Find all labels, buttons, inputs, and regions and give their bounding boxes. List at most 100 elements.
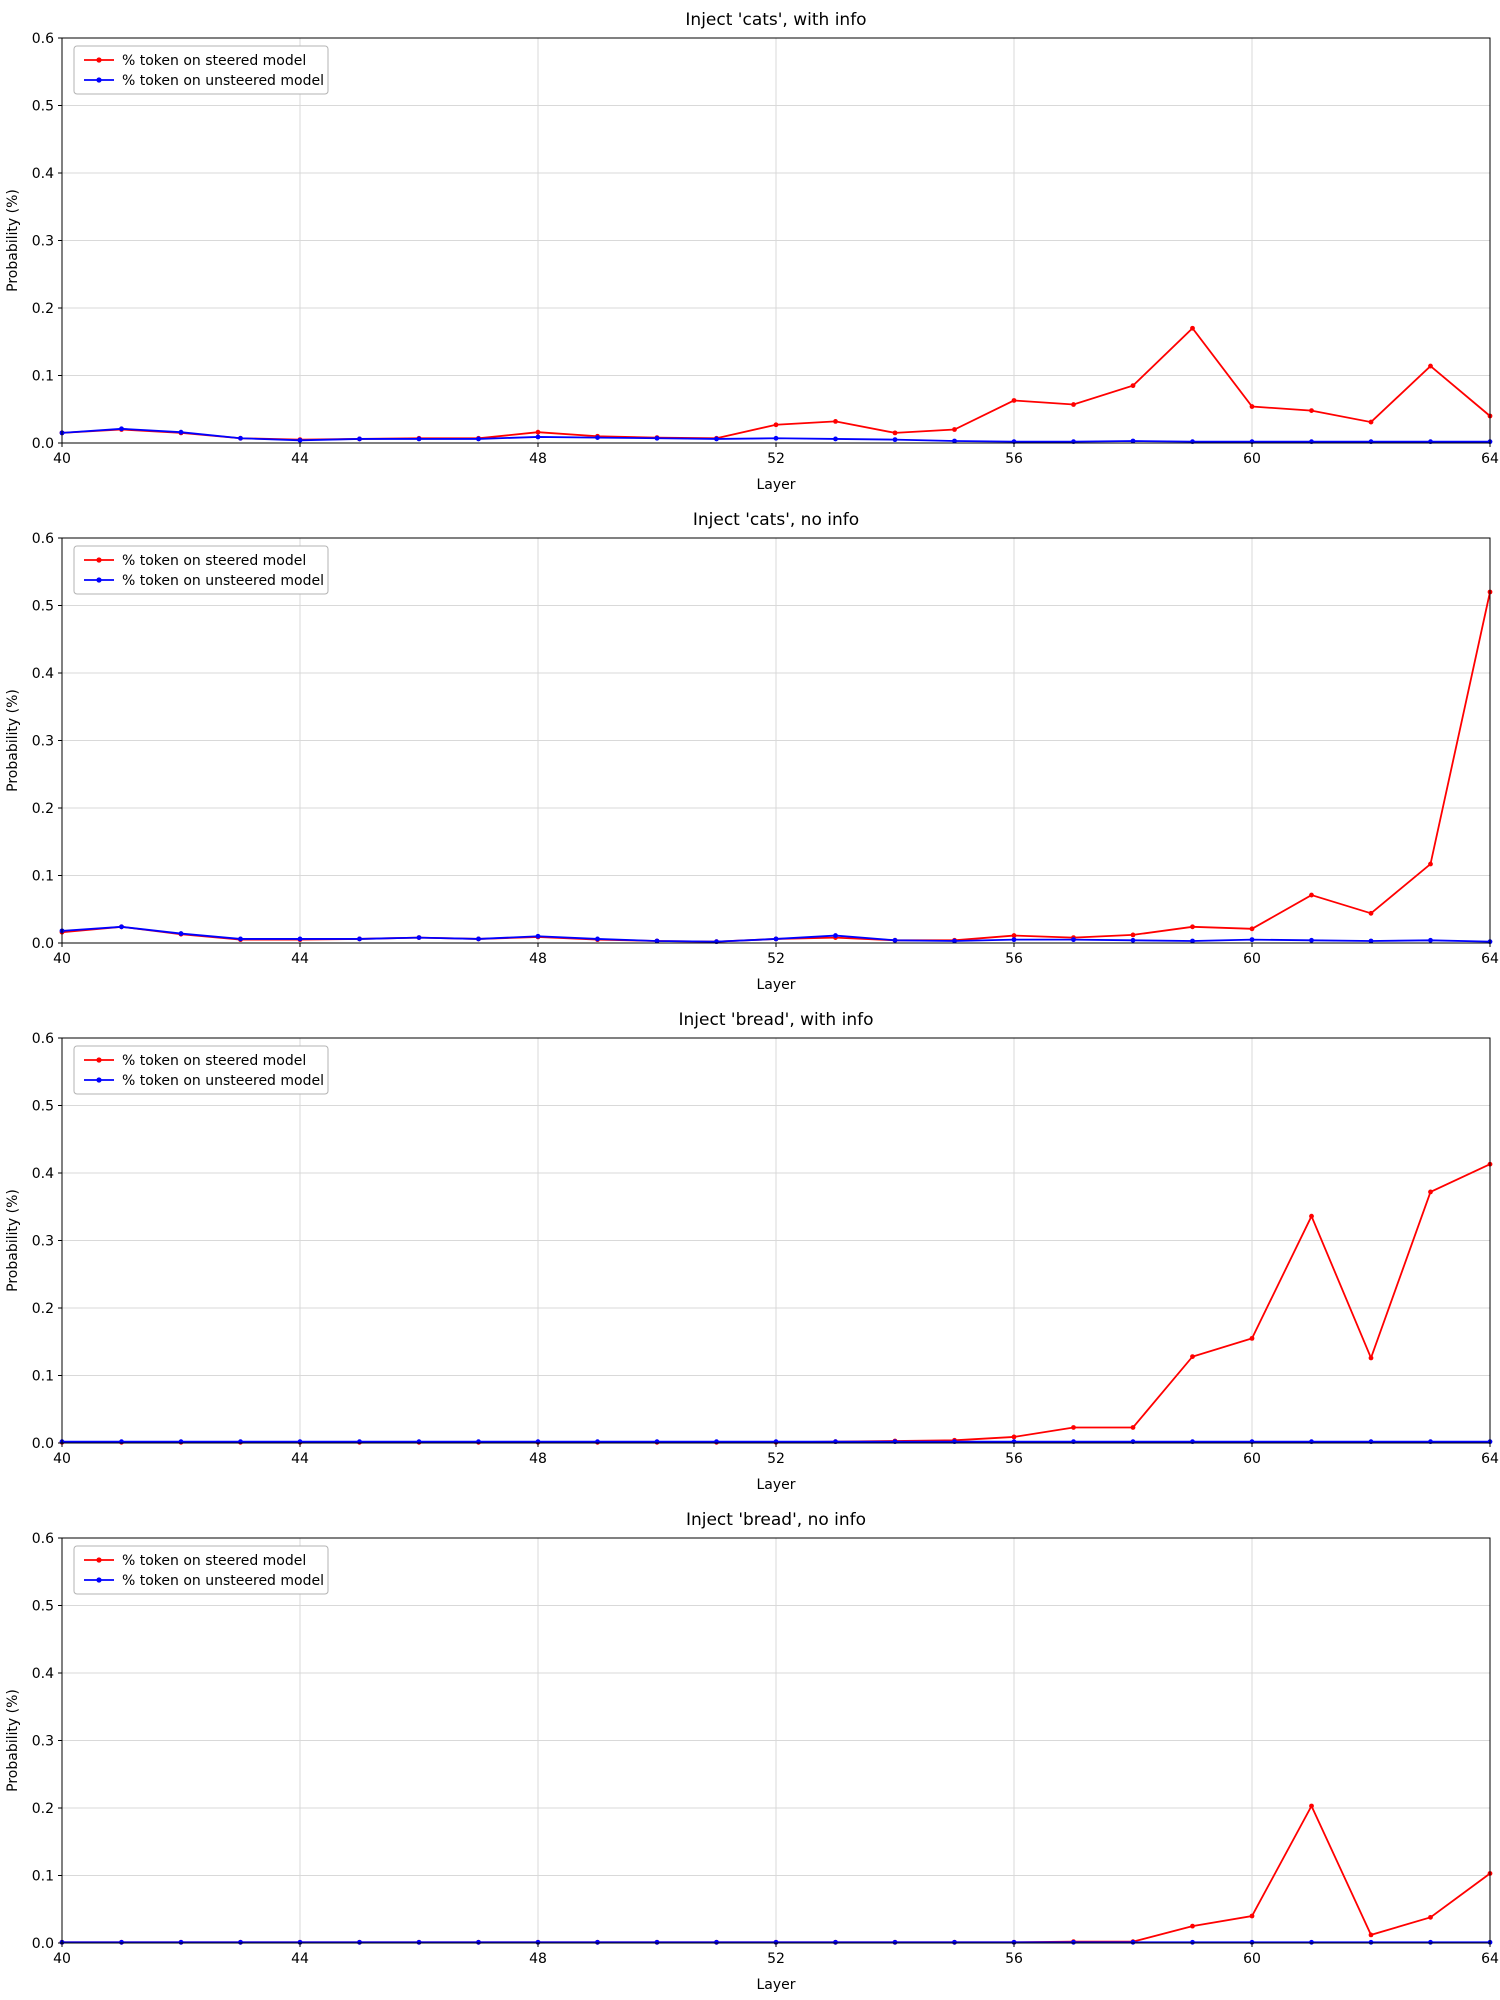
data-point — [416, 1939, 422, 1945]
data-point — [952, 438, 957, 444]
legend-marker — [96, 577, 102, 583]
x-tick-label: 52 — [767, 1451, 785, 1467]
data-point — [773, 435, 779, 441]
legend-label: % token on steered model — [122, 553, 306, 569]
data-point — [535, 434, 541, 440]
data-point — [1011, 1939, 1017, 1945]
data-point — [595, 936, 600, 942]
x-tick-label: 52 — [767, 951, 785, 967]
legend-label: % token on steered model — [122, 1053, 306, 1069]
y-tick-label: 0.6 — [32, 531, 54, 547]
data-point — [595, 1939, 600, 1945]
data-point — [416, 935, 422, 940]
chart-title: Inject 'bread', no info — [686, 1510, 866, 1530]
data-point — [1249, 1913, 1255, 1919]
data-point — [1190, 1939, 1195, 1945]
y-tick-label: 0.5 — [32, 1599, 54, 1615]
legend-marker — [96, 1557, 102, 1563]
data-point — [119, 426, 124, 432]
x-tick-label: 52 — [767, 451, 785, 467]
data-point — [297, 1939, 303, 1945]
data-point — [297, 437, 303, 443]
y-axis-label: Probability (%) — [5, 1689, 21, 1792]
data-point — [1071, 402, 1076, 407]
legend-box — [73, 545, 329, 595]
data-point — [833, 419, 838, 424]
data-point — [1190, 924, 1195, 930]
legend-marker — [96, 1577, 102, 1583]
y-tick-label: 0.4 — [32, 666, 54, 682]
data-point — [654, 938, 660, 944]
data-point — [1428, 861, 1433, 867]
data-point — [1428, 1939, 1433, 1945]
data-point — [1011, 937, 1017, 943]
data-point — [833, 933, 838, 938]
y-tick-label: 0.2 — [32, 1801, 54, 1817]
data-point — [773, 936, 779, 942]
data-point — [535, 1939, 541, 1945]
x-tick-label: 56 — [1005, 951, 1023, 967]
x-tick-label: 44 — [291, 1451, 309, 1467]
x-tick-label: 40 — [53, 951, 71, 967]
x-axis-label: Layer — [756, 1477, 795, 1493]
data-point — [1190, 1354, 1195, 1359]
chart-title: Inject 'cats', no info — [693, 510, 859, 530]
y-tick-label: 0.3 — [32, 234, 54, 250]
y-tick-label: 0.3 — [32, 1734, 54, 1750]
data-point — [476, 436, 481, 442]
data-point — [1249, 926, 1255, 932]
data-point — [1190, 325, 1195, 331]
y-tick-label: 0.4 — [32, 1166, 54, 1182]
chart-title: Inject 'cats', with info — [685, 10, 866, 30]
data-point — [1011, 933, 1017, 938]
data-point — [119, 1939, 124, 1945]
x-tick-label: 56 — [1005, 451, 1023, 467]
data-point — [238, 936, 243, 942]
data-point — [1130, 932, 1136, 938]
legend-marker — [96, 77, 102, 83]
chart-canvas-bread-no-info: 40 44 48 52 56 60 64 0.0 0.1 0.2 0.3 0.4 0.5 0.6 Injec… — [5, 1510, 1499, 1993]
x-tick-label: 48 — [529, 1451, 547, 1467]
y-tick-label: 0.5 — [32, 99, 54, 115]
y-tick-label: 0.2 — [32, 301, 54, 317]
data-point — [892, 937, 898, 943]
legend-label: % token on unsteered model — [122, 73, 324, 89]
data-point — [654, 435, 660, 441]
chart-panel-cats-no-info: 40 44 48 52 56 60 64 0.0 0.1 0.2 0.3 0.4 0.5 0.6 Injec… — [0, 500, 1500, 1000]
data-point — [1368, 938, 1374, 944]
x-axis-label: Layer — [756, 977, 795, 993]
data-point — [119, 924, 124, 930]
data-point — [1249, 937, 1255, 943]
data-point — [1071, 937, 1076, 943]
data-point — [1368, 910, 1374, 916]
y-tick-label: 0.0 — [32, 1936, 54, 1952]
y-tick-label: 0.4 — [32, 1666, 54, 1682]
legend-box — [73, 45, 329, 95]
y-tick-label: 0.3 — [32, 1234, 54, 1250]
y-tick-label: 0.1 — [32, 369, 54, 385]
data-point — [1309, 937, 1314, 943]
x-tick-label: 60 — [1243, 951, 1261, 967]
data-point — [1368, 1355, 1374, 1361]
data-point — [357, 936, 362, 942]
legend-marker — [96, 57, 102, 63]
data-point — [178, 931, 184, 936]
data-point — [654, 1939, 660, 1945]
legend-label: % token on steered model — [122, 1553, 306, 1569]
data-point — [178, 1939, 184, 1945]
data-point — [1249, 1335, 1255, 1341]
legend-label: % token on unsteered model — [122, 1073, 324, 1089]
x-tick-label: 48 — [529, 1951, 547, 1967]
x-tick-label: 60 — [1243, 451, 1261, 467]
legend-marker — [96, 557, 102, 563]
data-point — [714, 1939, 719, 1945]
data-point — [833, 436, 838, 442]
data-point — [1190, 1923, 1195, 1929]
y-tick-label: 0.0 — [32, 436, 54, 452]
data-point — [952, 427, 957, 432]
data-point — [773, 1939, 779, 1945]
data-point — [535, 933, 541, 939]
chart-title: Inject 'bread', with info — [679, 1010, 874, 1030]
legend-label: % token on unsteered model — [122, 573, 324, 589]
